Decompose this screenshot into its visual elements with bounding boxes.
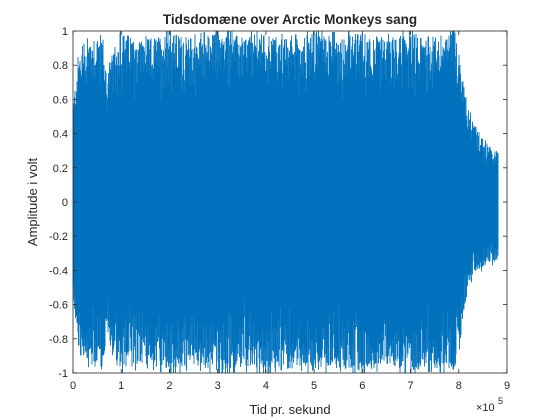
x-tick-label: 7: [407, 380, 413, 392]
y-tick-label: -0.6: [49, 300, 68, 312]
y-tick-label: 0.2: [53, 163, 68, 175]
y-tick-label: -0.8: [49, 334, 68, 346]
y-axis-label: Amplitude i volt: [25, 158, 40, 247]
x-tick-label: 6: [359, 380, 365, 392]
y-tick-label: -1: [58, 368, 68, 380]
y-tick-label: -0.2: [49, 231, 68, 243]
y-tick-label: 1: [62, 26, 68, 38]
chart-title: Tidsdomæne over Arctic Monkeys sang: [163, 12, 417, 27]
x-tick-label: 3: [215, 380, 221, 392]
y-tick-label: 0.6: [53, 94, 68, 106]
x-tick-label: 0: [70, 380, 76, 392]
y-tick-label: 0.4: [53, 129, 68, 141]
y-tick-label: 0.8: [53, 60, 68, 72]
x-exponent-label: ×10 5: [476, 396, 503, 414]
waveform-line: [73, 31, 499, 373]
x-tick-label: 5: [311, 380, 317, 392]
y-tick-label: 0: [62, 197, 68, 209]
y-tick-label: -0.4: [49, 265, 68, 277]
axes: [72, 30, 508, 374]
x-tick-label: 8: [456, 380, 462, 392]
x-tick-label: 2: [166, 380, 172, 392]
x-tick-label: 4: [263, 380, 269, 392]
waveform-series: [73, 31, 499, 373]
x-tick-label: 9: [504, 380, 510, 392]
tick-labels: 0 1 2 3 4 5 6 7 8 9 1 0.8 0.6 0.4 0.2 0 -0.2 -0.4 -0.6 -0.8…: [49, 26, 510, 392]
x-exponent-base: ×10: [476, 402, 495, 414]
x-tick-label: 1: [118, 380, 124, 392]
x-exponent-power: 5: [498, 396, 503, 406]
x-axis-label: Tid pr. sekund: [249, 402, 330, 417]
